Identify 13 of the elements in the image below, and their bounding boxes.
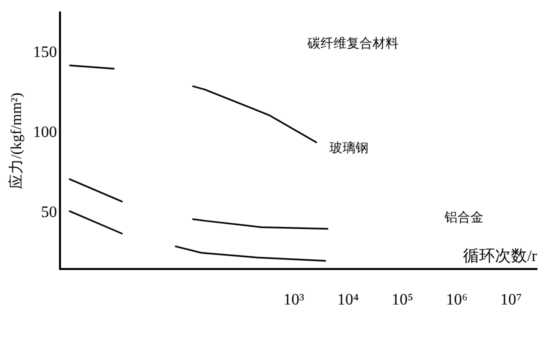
y-axis-title: 应力/(kgf/mm²): [8, 92, 25, 189]
x-tick-label: 10⁶: [446, 292, 468, 309]
annotation: 碳纤维复合材料: [306, 36, 398, 52]
x-tick-label: 10³: [283, 292, 304, 309]
y-tick-label: 100: [33, 124, 57, 141]
x-tick-label: 10⁴: [337, 292, 360, 309]
annotation: 玻璃钢: [329, 141, 368, 156]
annotation: 铝合金: [444, 210, 484, 226]
x-tick-label: 10⁷: [500, 292, 522, 309]
y-tick-label: 50: [41, 204, 57, 221]
x-tick-label: 10⁵: [392, 292, 414, 309]
y-tick-label: 150: [33, 44, 57, 61]
x-axis-title: 循环次数/r: [463, 248, 538, 266]
